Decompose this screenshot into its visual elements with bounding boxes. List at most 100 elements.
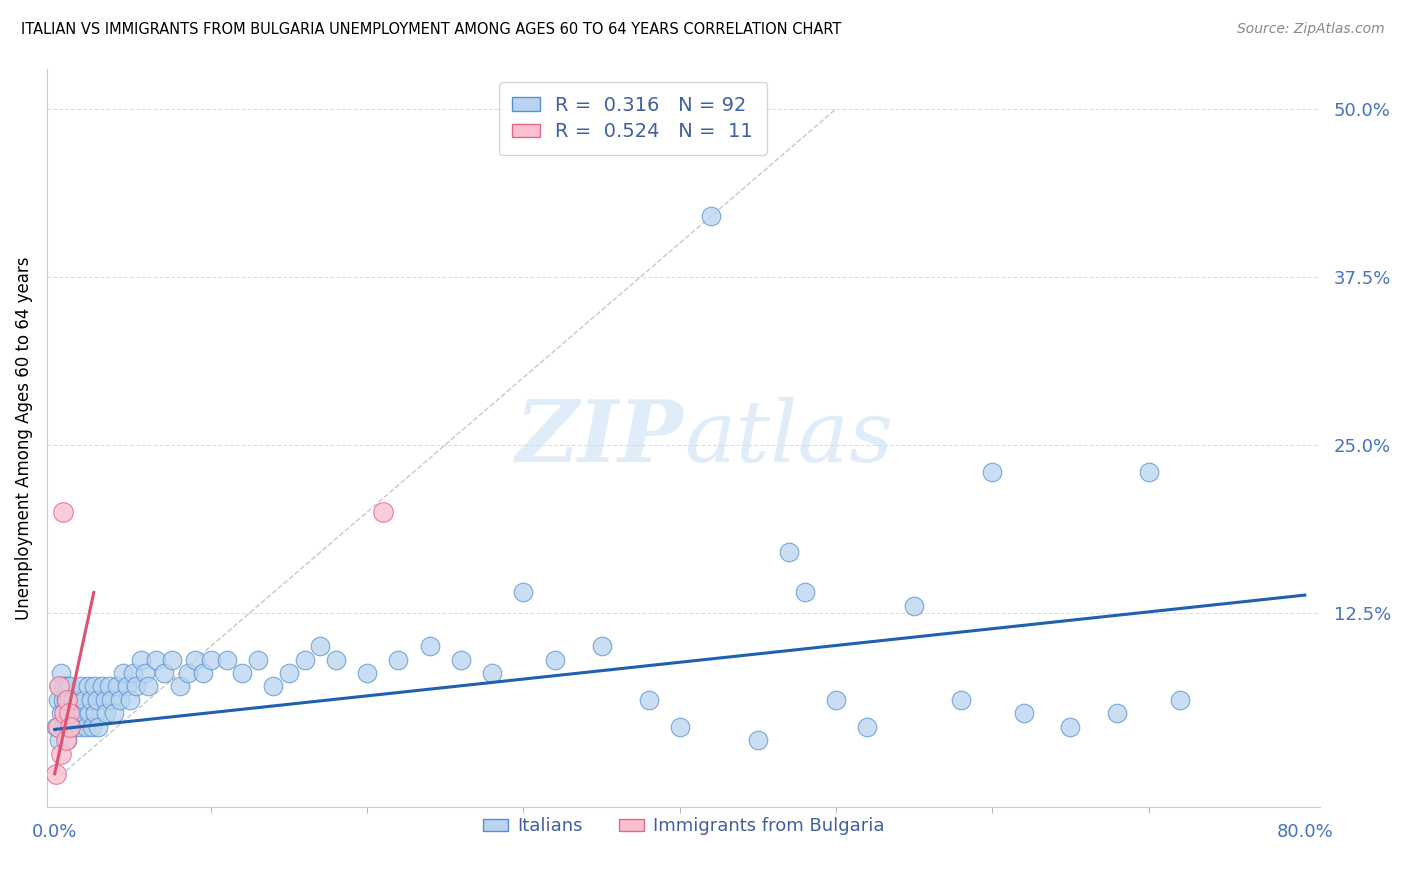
Point — [512, 585, 534, 599]
Point — [45, 720, 67, 734]
Y-axis label: Unemployment Among Ages 60 to 64 years: Unemployment Among Ages 60 to 64 years — [15, 256, 32, 620]
Point — [100, 693, 122, 707]
Point — [138, 680, 160, 694]
Point — [58, 706, 80, 721]
Point — [51, 693, 73, 707]
Point — [700, 209, 723, 223]
Point — [82, 720, 104, 734]
Point — [56, 693, 79, 707]
Point — [96, 706, 118, 721]
Point — [115, 680, 138, 694]
Point — [72, 706, 94, 721]
Point — [184, 652, 207, 666]
Point — [125, 680, 148, 694]
Point — [73, 693, 96, 707]
Point — [55, 733, 77, 747]
Point — [83, 680, 105, 694]
Point — [153, 666, 176, 681]
Point — [84, 706, 107, 721]
Point — [856, 720, 879, 734]
Point — [46, 720, 69, 734]
Text: ZIP: ZIP — [516, 396, 683, 480]
Point — [118, 693, 141, 707]
Point — [200, 652, 222, 666]
Point — [70, 680, 93, 694]
Point — [176, 666, 198, 681]
Point — [51, 505, 73, 519]
Point — [56, 733, 79, 747]
Point — [981, 465, 1004, 479]
Point — [87, 720, 110, 734]
Point — [1107, 706, 1129, 721]
Point — [231, 666, 253, 681]
Point — [62, 693, 84, 707]
Point — [56, 680, 79, 694]
Point — [63, 720, 86, 734]
Point — [246, 652, 269, 666]
Point — [481, 666, 503, 681]
Point — [903, 599, 925, 613]
Point — [45, 766, 67, 780]
Point — [121, 666, 143, 681]
Point — [950, 693, 973, 707]
Point — [1137, 465, 1160, 479]
Point — [55, 693, 77, 707]
Point — [793, 585, 815, 599]
Point — [778, 545, 800, 559]
Point — [69, 720, 91, 734]
Point — [215, 652, 238, 666]
Point — [58, 693, 80, 707]
Point — [325, 652, 347, 666]
Point — [637, 693, 659, 707]
Point — [46, 693, 69, 707]
Point — [60, 706, 83, 721]
Point — [309, 639, 332, 653]
Point — [49, 666, 72, 681]
Point — [544, 652, 567, 666]
Point — [49, 706, 72, 721]
Point — [59, 720, 82, 734]
Point — [53, 706, 76, 721]
Point — [129, 652, 152, 666]
Point — [53, 706, 76, 721]
Point — [278, 666, 301, 681]
Point — [105, 680, 128, 694]
Point — [825, 693, 848, 707]
Point — [48, 733, 70, 747]
Point — [65, 706, 87, 721]
Point — [75, 720, 97, 734]
Point — [67, 693, 90, 707]
Point — [103, 706, 125, 721]
Point — [51, 720, 73, 734]
Point — [76, 680, 98, 694]
Point — [49, 747, 72, 761]
Point — [55, 720, 77, 734]
Point — [419, 639, 441, 653]
Point — [145, 652, 167, 666]
Point — [1168, 693, 1191, 707]
Point — [134, 666, 156, 681]
Point — [169, 680, 191, 694]
Point — [1012, 706, 1035, 721]
Point — [387, 652, 409, 666]
Point — [59, 720, 82, 734]
Point — [356, 666, 378, 681]
Point — [53, 680, 76, 694]
Point — [160, 652, 183, 666]
Point — [110, 693, 132, 707]
Point — [93, 693, 115, 707]
Point — [294, 652, 316, 666]
Text: atlas: atlas — [683, 397, 893, 479]
Point — [668, 720, 690, 734]
Point — [79, 693, 101, 707]
Point — [48, 680, 70, 694]
Point — [1059, 720, 1081, 734]
Point — [98, 680, 121, 694]
Point — [58, 706, 80, 721]
Point — [86, 693, 108, 707]
Point — [371, 505, 394, 519]
Point — [59, 680, 82, 694]
Point — [450, 652, 472, 666]
Point — [112, 666, 135, 681]
Point — [191, 666, 214, 681]
